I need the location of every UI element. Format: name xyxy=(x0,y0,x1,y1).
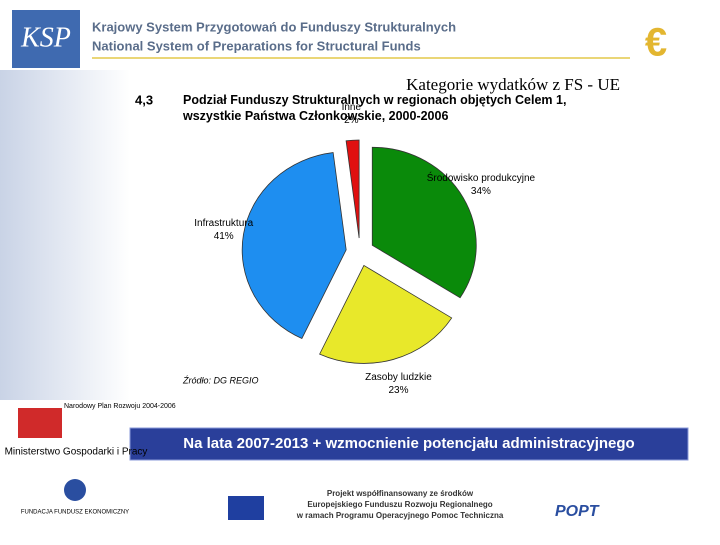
project-line: Projekt współfinansowany ze środków xyxy=(327,489,474,498)
project-line: w ramach Programu Operacyjnego Pomoc Tec… xyxy=(296,511,504,520)
pie-slice xyxy=(319,264,453,364)
ministry: Ministerstwo Gospodarki i Pracy xyxy=(5,447,148,458)
foundation: FUNDACJA FUNDUSZ EKONOMICZNY xyxy=(21,510,129,516)
popt: POPT xyxy=(555,503,600,520)
logo: KSP xyxy=(20,22,71,53)
header-en: National System of Preparations for Stru… xyxy=(92,38,421,53)
slice-value: 41% xyxy=(214,231,234,242)
project-line: Europejskiego Funduszu Rozwoju Regionaln… xyxy=(307,500,492,509)
banner-box xyxy=(129,427,689,461)
slice-value: 2% xyxy=(344,115,359,126)
npr-logo xyxy=(18,408,62,438)
banner: Na lata 2007-2013 + wzmocnienie potencja… xyxy=(183,435,634,452)
pie-slice xyxy=(241,152,347,340)
npr: Narodowy Plan Rozwoju 2004-2006 xyxy=(64,403,176,410)
slice-label: Infrastruktura xyxy=(194,218,253,229)
euro-sign: € xyxy=(645,21,667,65)
foundation-logo xyxy=(64,479,86,501)
pie-slice xyxy=(371,146,477,299)
slice-label: Środowisko produkcyjne xyxy=(427,171,536,184)
pie: Środowisko produkcyjne 34% Zasoby ludzkie 2… xyxy=(194,102,535,396)
side-panel xyxy=(0,70,130,400)
slice-value: 23% xyxy=(388,385,408,396)
chart-title-box: Podział Funduszy Strukturalnych w region… xyxy=(183,93,567,123)
source: Źródło: DG REGIO xyxy=(182,375,259,385)
slide-title: Kategorie wydatków z FS - UE xyxy=(406,75,620,94)
logo-box xyxy=(12,10,80,68)
eu-flag xyxy=(228,496,264,520)
header-pl: Krajowy System Przygotowań do Funduszy S… xyxy=(92,19,456,34)
slice-label: Zasoby ludzkie xyxy=(365,372,432,383)
slice-value: 34% xyxy=(471,186,491,197)
chart-number: 4,3 xyxy=(135,92,153,107)
pie-slice xyxy=(345,139,360,239)
slice-label: Inne xyxy=(342,102,362,113)
chart-title: Podział Funduszy Strukturalnych w region… xyxy=(183,93,567,123)
